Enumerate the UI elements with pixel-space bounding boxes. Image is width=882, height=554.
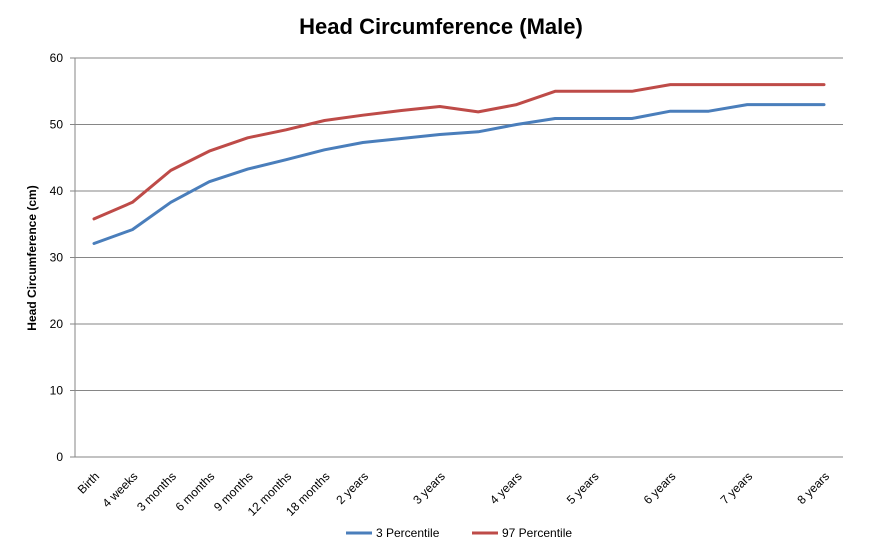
y-tick-label-0: 0 — [56, 450, 63, 464]
legend-label-1: 97 Percentile — [502, 526, 572, 540]
x-tick-label-9: 3 years — [410, 469, 448, 507]
x-tick-label-7: 2 years — [333, 469, 371, 507]
y-tick-label-4: 40 — [50, 184, 64, 198]
x-tick-label-2: 3 months — [134, 469, 179, 514]
y-tick-label-3: 30 — [50, 251, 64, 265]
y-tick-labels: 0 10 20 30 40 50 60 — [50, 51, 64, 464]
series-line-1 — [92, 83, 826, 221]
chart-title: Head Circumference (Male) — [299, 14, 583, 39]
axes — [70, 57, 843, 458]
x-tick-label-0: Birth — [75, 469, 102, 496]
y-tick-label-5: 50 — [50, 118, 64, 132]
x-tick-label-13: 5 years — [564, 469, 602, 507]
series-lines — [92, 83, 826, 245]
legend: 3 Percentile 97 Percentile — [346, 526, 572, 540]
series-line-0 — [92, 103, 826, 245]
x-tick-label-17: 7 years — [718, 469, 756, 507]
x-tick-label-3: 6 months — [173, 469, 218, 514]
y-axis-label: Head Circumference (cm) — [25, 185, 39, 330]
x-tick-label-19: 8 years — [794, 469, 832, 507]
x-tick-label-11: 4 years — [487, 469, 525, 507]
x-tick-label-15: 6 years — [641, 469, 679, 507]
y-tick-label-6: 60 — [50, 51, 64, 65]
legend-label-0: 3 Percentile — [376, 526, 440, 540]
y-tick-label-2: 20 — [50, 317, 64, 331]
gridlines — [75, 57, 843, 391]
y-tick-label-1: 10 — [50, 384, 64, 398]
